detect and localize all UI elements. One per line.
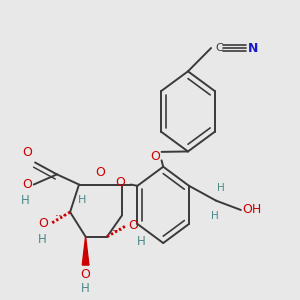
- Text: O: O: [95, 167, 105, 179]
- Text: H: H: [81, 282, 90, 295]
- Text: O: O: [39, 218, 49, 230]
- Text: H: H: [217, 183, 225, 193]
- Text: O: O: [128, 219, 138, 232]
- Text: OH: OH: [242, 203, 262, 217]
- Text: ···: ···: [112, 225, 124, 238]
- Text: H: H: [137, 235, 146, 248]
- Text: O: O: [115, 176, 125, 189]
- Text: H: H: [211, 211, 218, 221]
- Text: H: H: [38, 233, 46, 246]
- Text: H: H: [21, 194, 30, 207]
- Polygon shape: [82, 237, 89, 265]
- Text: H: H: [77, 195, 86, 205]
- Text: O: O: [22, 146, 32, 159]
- Text: O: O: [22, 178, 32, 191]
- Text: ···: ···: [54, 210, 66, 223]
- Text: O: O: [81, 268, 91, 281]
- Text: C: C: [215, 43, 223, 53]
- Text: N: N: [248, 41, 258, 55]
- Text: O: O: [150, 150, 160, 163]
